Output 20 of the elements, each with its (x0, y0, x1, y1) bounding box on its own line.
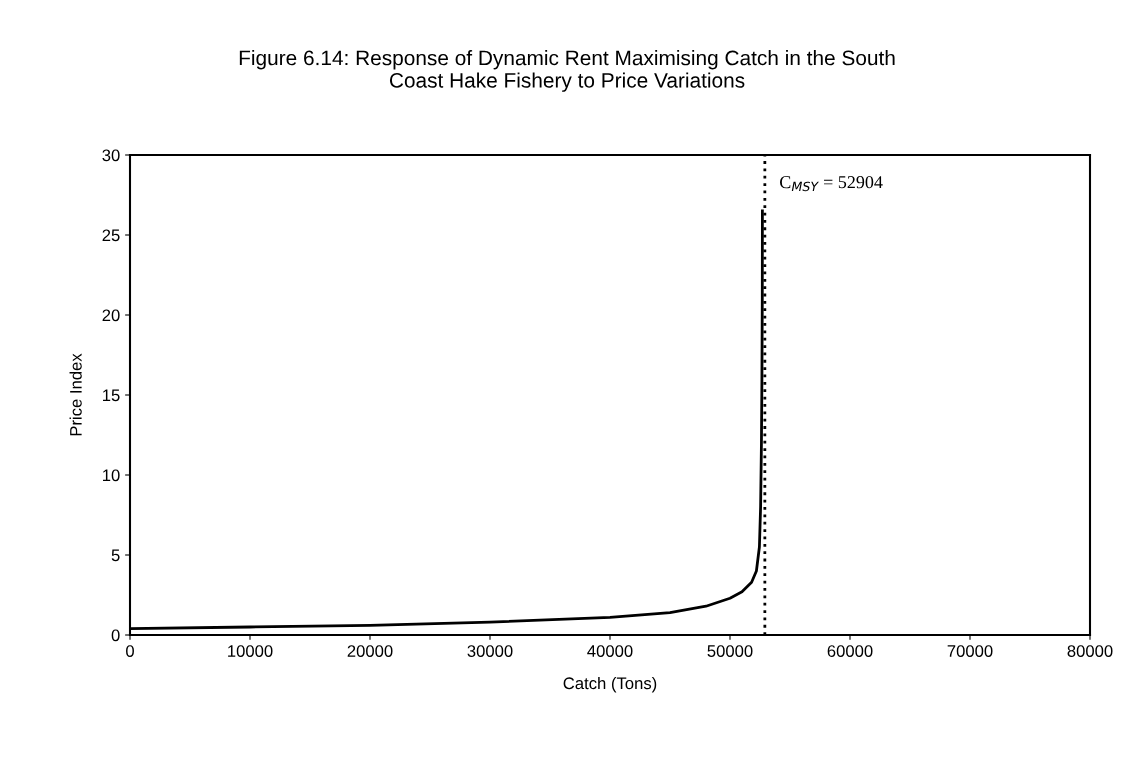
x-tick-label: 50000 (707, 645, 753, 657)
x-tick-label: 10000 (228, 645, 273, 657)
y-tick-label: 5 (111, 549, 120, 562)
x-tick-label: 0 (126, 645, 134, 657)
x-axis-title: Catch (Tons) (563, 676, 657, 693)
y-tick-label: 20 (102, 309, 120, 322)
x-tick-label: 80000 (1067, 645, 1113, 657)
y-axis-title: Price Index (69, 353, 82, 436)
y-tick-label: 25 (102, 229, 120, 242)
x-tick-label: 30000 (467, 645, 513, 657)
x-tick-label: 70000 (947, 645, 993, 657)
y-tick-label: 10 (103, 469, 120, 482)
chart-title: Figure 6.14: Response of Dynamic Rent Maximising Catch in the South Coast Hake Fishery to Price Variations (239, 50, 895, 92)
x-tick-label: 20000 (347, 645, 393, 657)
y-tick-label: 0 (111, 629, 120, 642)
ref-line-label: C$_{MSY}$ = 52904 (779, 176, 883, 192)
y-tick-label: 30 (102, 149, 120, 162)
x-tick-label: 60000 (827, 645, 873, 657)
y-tick-label: 15 (103, 389, 120, 402)
x-tick-label: 40000 (587, 645, 633, 657)
